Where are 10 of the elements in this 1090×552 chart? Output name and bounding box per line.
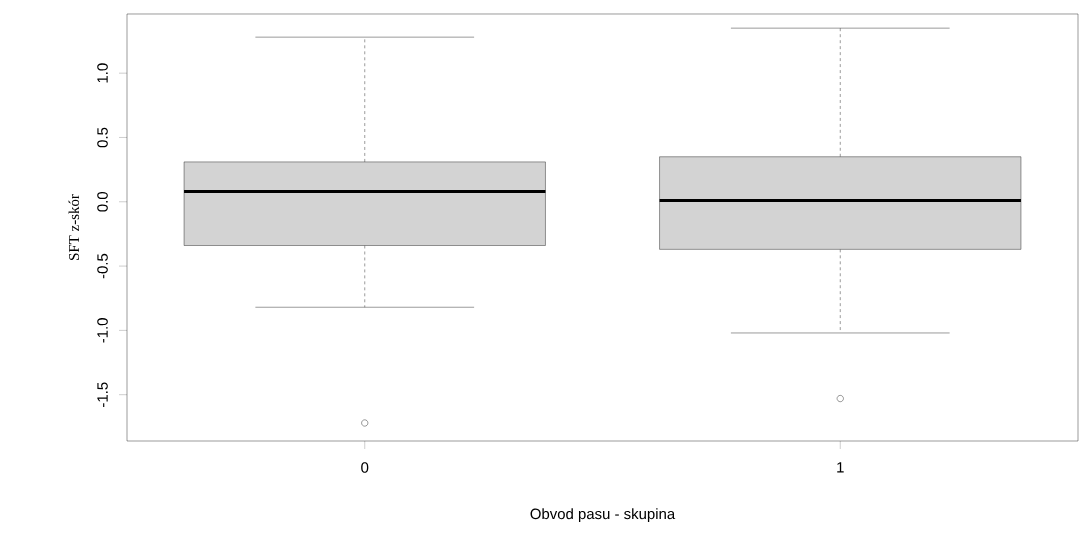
y-tick-label: -1.5 xyxy=(97,382,108,407)
x-tick-label: 1 xyxy=(837,462,844,473)
x-axis-title: Obvod pasu - skupina xyxy=(530,508,676,523)
y-tick-label: 0.5 xyxy=(97,127,108,148)
y-tick-label: 1.0 xyxy=(97,63,108,83)
y-tick-label: -0.5 xyxy=(97,253,108,279)
y-tick-label: 0.0 xyxy=(97,191,108,212)
y-tick-label: -1.0 xyxy=(97,318,108,343)
y-axis-title: SFT z-skór xyxy=(68,194,80,260)
x-tick-label: 0 xyxy=(361,462,369,473)
